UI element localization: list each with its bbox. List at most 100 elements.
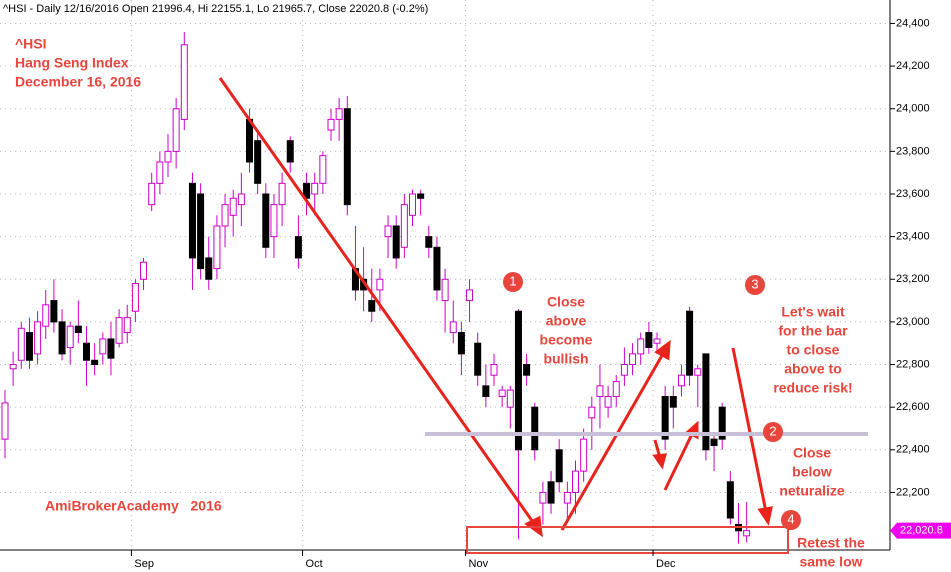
candle-body [368, 300, 376, 312]
candle-body [270, 204, 278, 238]
y-tick-label: 24,000 [896, 103, 930, 115]
candle-body [140, 261, 148, 280]
candle-body [311, 182, 319, 195]
candle-body [490, 364, 498, 376]
candle-body [221, 204, 229, 227]
candle-body [726, 481, 734, 519]
candle-body [653, 338, 661, 344]
candle-body [596, 385, 604, 398]
arrow [663, 431, 695, 491]
arrows [218, 77, 773, 538]
candle-body [17, 327, 25, 361]
y-tick-label: 24,200 [896, 60, 930, 72]
candle-body [246, 118, 253, 163]
candle-body [294, 236, 302, 259]
candle-body [197, 193, 205, 270]
x-tick-label: Nov [469, 558, 489, 570]
candle-body [506, 389, 514, 408]
candle-body [539, 491, 547, 504]
candle-body [384, 225, 392, 238]
annotation-number: 4 [787, 511, 794, 526]
candle-body [392, 225, 400, 259]
y-tick-label: 22,600 [896, 401, 930, 413]
arrow-head [652, 453, 668, 470]
candle-body [376, 278, 384, 291]
x-tick-label: Dec [656, 558, 676, 570]
candle-body [457, 332, 465, 355]
y-tick-label: 23,400 [896, 231, 930, 243]
candle-body [710, 438, 718, 447]
candle-body [66, 325, 74, 348]
candle-body [694, 368, 702, 376]
candle-body [123, 317, 131, 334]
candle-body [637, 338, 645, 355]
annotation-marker [763, 422, 783, 442]
annotation-text: neturalize [779, 483, 845, 499]
candle-body [474, 342, 482, 376]
annotations: 1 Close above become bullish 2 Close below netur… [503, 272, 865, 570]
candle-body [254, 140, 262, 184]
annotation-text: become [540, 332, 593, 348]
annotation-marker [503, 272, 523, 292]
x-tick-label: Sep [134, 558, 154, 570]
candle-body [612, 381, 620, 398]
candle-body [229, 197, 237, 216]
candle-body [498, 389, 506, 398]
candle-body [563, 491, 571, 504]
candle-body [661, 396, 669, 440]
candle-body [205, 257, 213, 280]
candle-body [83, 342, 90, 361]
candle-body [42, 304, 50, 327]
date: December 16, 2016 [15, 74, 141, 90]
candle-body [531, 406, 539, 451]
arrow [218, 77, 537, 526]
candle-body [74, 325, 82, 334]
annotation-text: Retest the [797, 535, 865, 551]
candle-body [702, 353, 710, 451]
candle-body [335, 108, 343, 120]
candle-body [156, 161, 164, 184]
arrow-head [757, 506, 773, 526]
candle-body [278, 182, 286, 206]
candle-body [58, 321, 66, 355]
y-tick-label: 24,400 [896, 17, 930, 29]
y-tick-label: 22,200 [896, 486, 930, 498]
candle-body [604, 396, 612, 408]
candle-body [262, 193, 270, 248]
candle-body [523, 364, 531, 376]
candle-body [131, 283, 139, 312]
annotation-text: above [546, 313, 587, 329]
y-tick-label: 22,400 [896, 444, 930, 456]
candle-body [1, 402, 9, 440]
annotation-text: Close [793, 445, 831, 461]
subtitle: Hang Seng Index [15, 55, 129, 71]
annotation-text: Let's wait [781, 304, 845, 320]
annotation-text: above to [784, 361, 842, 377]
annotation-number: 1 [509, 273, 516, 288]
annotation-marker [745, 275, 765, 295]
candle-body [718, 406, 726, 440]
candle-body [164, 150, 172, 163]
support-box [466, 526, 789, 554]
watermark: AmiBrokerAcademy 2016 [45, 498, 222, 514]
candle-body [34, 321, 42, 355]
candle-body [99, 338, 107, 355]
candle-body [514, 310, 522, 451]
annotation-text: bullish [543, 351, 588, 367]
candle-body [213, 225, 221, 270]
annotation-text: to close [787, 342, 840, 358]
candle-body [572, 470, 579, 493]
candle-body [237, 193, 245, 206]
candle-body [115, 317, 123, 344]
y-tick-label: 23,000 [896, 316, 930, 328]
candle-body [743, 530, 751, 537]
y-tick-label: 22,800 [896, 358, 930, 370]
annotation-number: 2 [769, 423, 776, 438]
candle-body [425, 236, 433, 248]
last-price-tag [890, 522, 951, 539]
candle-body [188, 182, 196, 259]
annotation-text: Close [547, 294, 585, 310]
candle-body [9, 364, 17, 370]
candle-body [50, 300, 58, 323]
